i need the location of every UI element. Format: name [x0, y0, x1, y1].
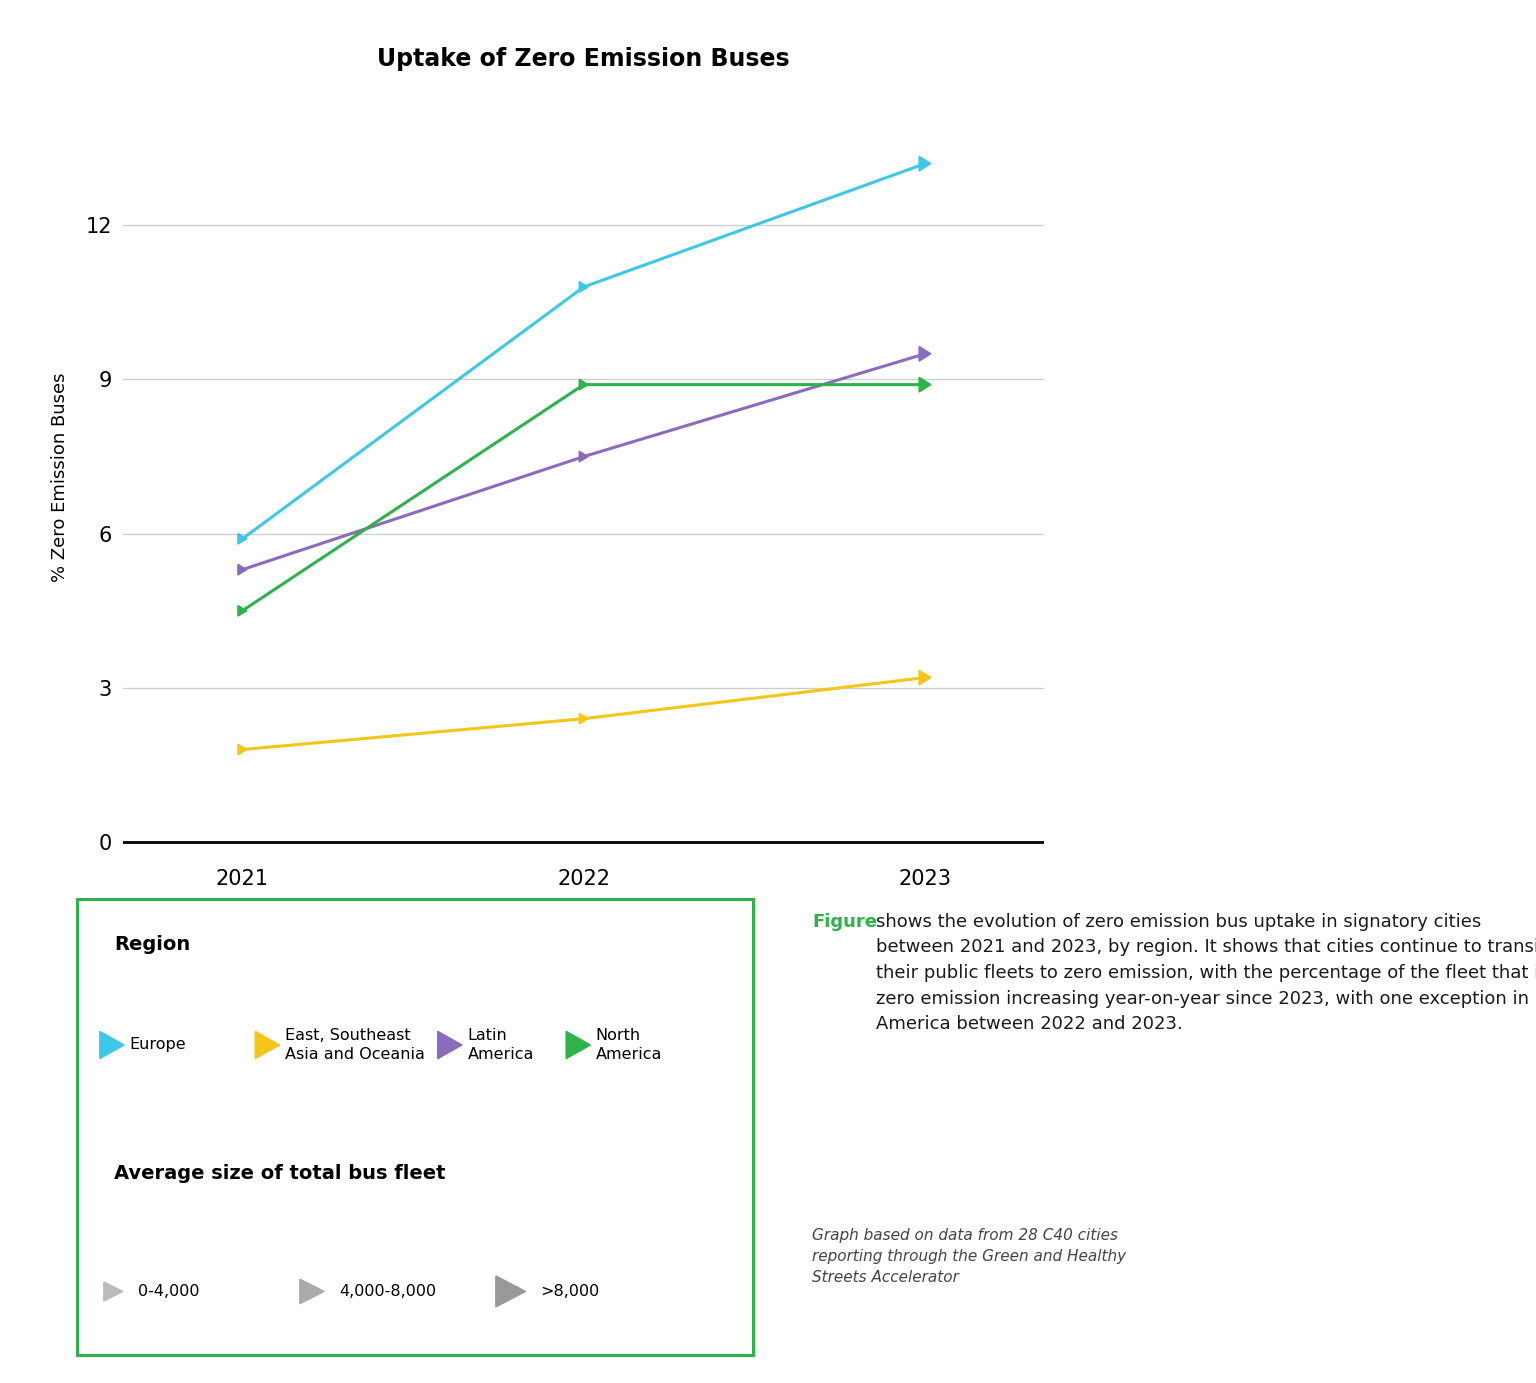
Polygon shape [919, 378, 931, 391]
Polygon shape [579, 379, 588, 390]
Text: Region: Region [114, 935, 190, 954]
Polygon shape [919, 346, 931, 361]
Text: Europe: Europe [129, 1037, 186, 1052]
Polygon shape [496, 1277, 525, 1307]
Text: Average size of total bus fleet: Average size of total bus fleet [114, 1163, 445, 1182]
Text: 4,000-8,000: 4,000-8,000 [339, 1283, 436, 1299]
Text: >8,000: >8,000 [541, 1283, 599, 1299]
Text: East, Southeast
Asia and Oceania: East, Southeast Asia and Oceania [286, 1028, 425, 1062]
Title: Uptake of Zero Emission Buses: Uptake of Zero Emission Buses [378, 47, 790, 72]
Y-axis label: % Zero Emission Buses: % Zero Emission Buses [51, 372, 69, 582]
Polygon shape [238, 534, 247, 544]
Polygon shape [255, 1032, 280, 1059]
Polygon shape [238, 744, 247, 755]
Text: Latin
America: Latin America [467, 1028, 535, 1062]
Text: North
America: North America [596, 1028, 662, 1062]
Text: 0-4,000: 0-4,000 [138, 1283, 200, 1299]
Text: shows the evolution of zero emission bus uptake in signatory cities
between 2021: shows the evolution of zero emission bus… [877, 913, 1536, 1033]
Polygon shape [579, 282, 588, 292]
Polygon shape [579, 451, 588, 462]
Polygon shape [238, 606, 247, 615]
Polygon shape [567, 1032, 590, 1059]
Polygon shape [100, 1032, 124, 1059]
Text: Figure: Figure [813, 913, 877, 931]
Polygon shape [104, 1282, 123, 1301]
Polygon shape [919, 671, 931, 685]
Text: Graph based on data from 28 C40 cities
reporting through the Green and Healthy
S: Graph based on data from 28 C40 cities r… [813, 1228, 1126, 1285]
Polygon shape [438, 1032, 462, 1059]
Polygon shape [238, 564, 247, 575]
Polygon shape [919, 156, 931, 171]
Polygon shape [300, 1279, 324, 1304]
Polygon shape [579, 714, 588, 725]
